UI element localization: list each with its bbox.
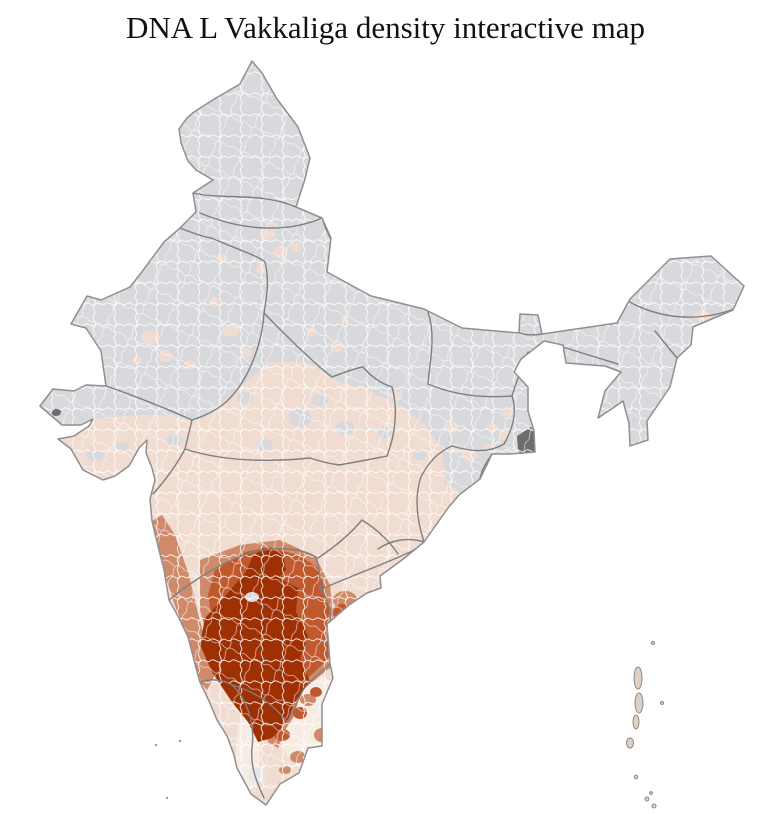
page-title: DNA L Vakkaliga density interactive map [125,10,646,45]
district-boundaries-overlay-2 [40,61,744,805]
zone-andaman-nicobar-islands[interactable] [626,641,664,809]
zone-lakshadweep-islands[interactable] [154,739,182,800]
india-outline [39,60,745,806]
